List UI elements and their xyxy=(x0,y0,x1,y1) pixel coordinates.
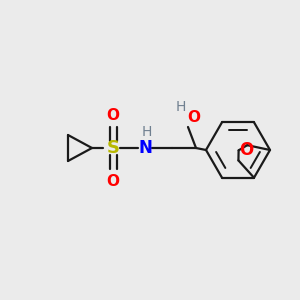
Text: O: O xyxy=(106,173,119,188)
Text: O: O xyxy=(239,141,254,159)
Text: H: H xyxy=(142,125,152,139)
Text: H: H xyxy=(176,100,186,114)
Text: O: O xyxy=(188,110,200,124)
Text: S: S xyxy=(106,139,119,157)
Text: O: O xyxy=(106,107,119,122)
Text: N: N xyxy=(138,139,152,157)
